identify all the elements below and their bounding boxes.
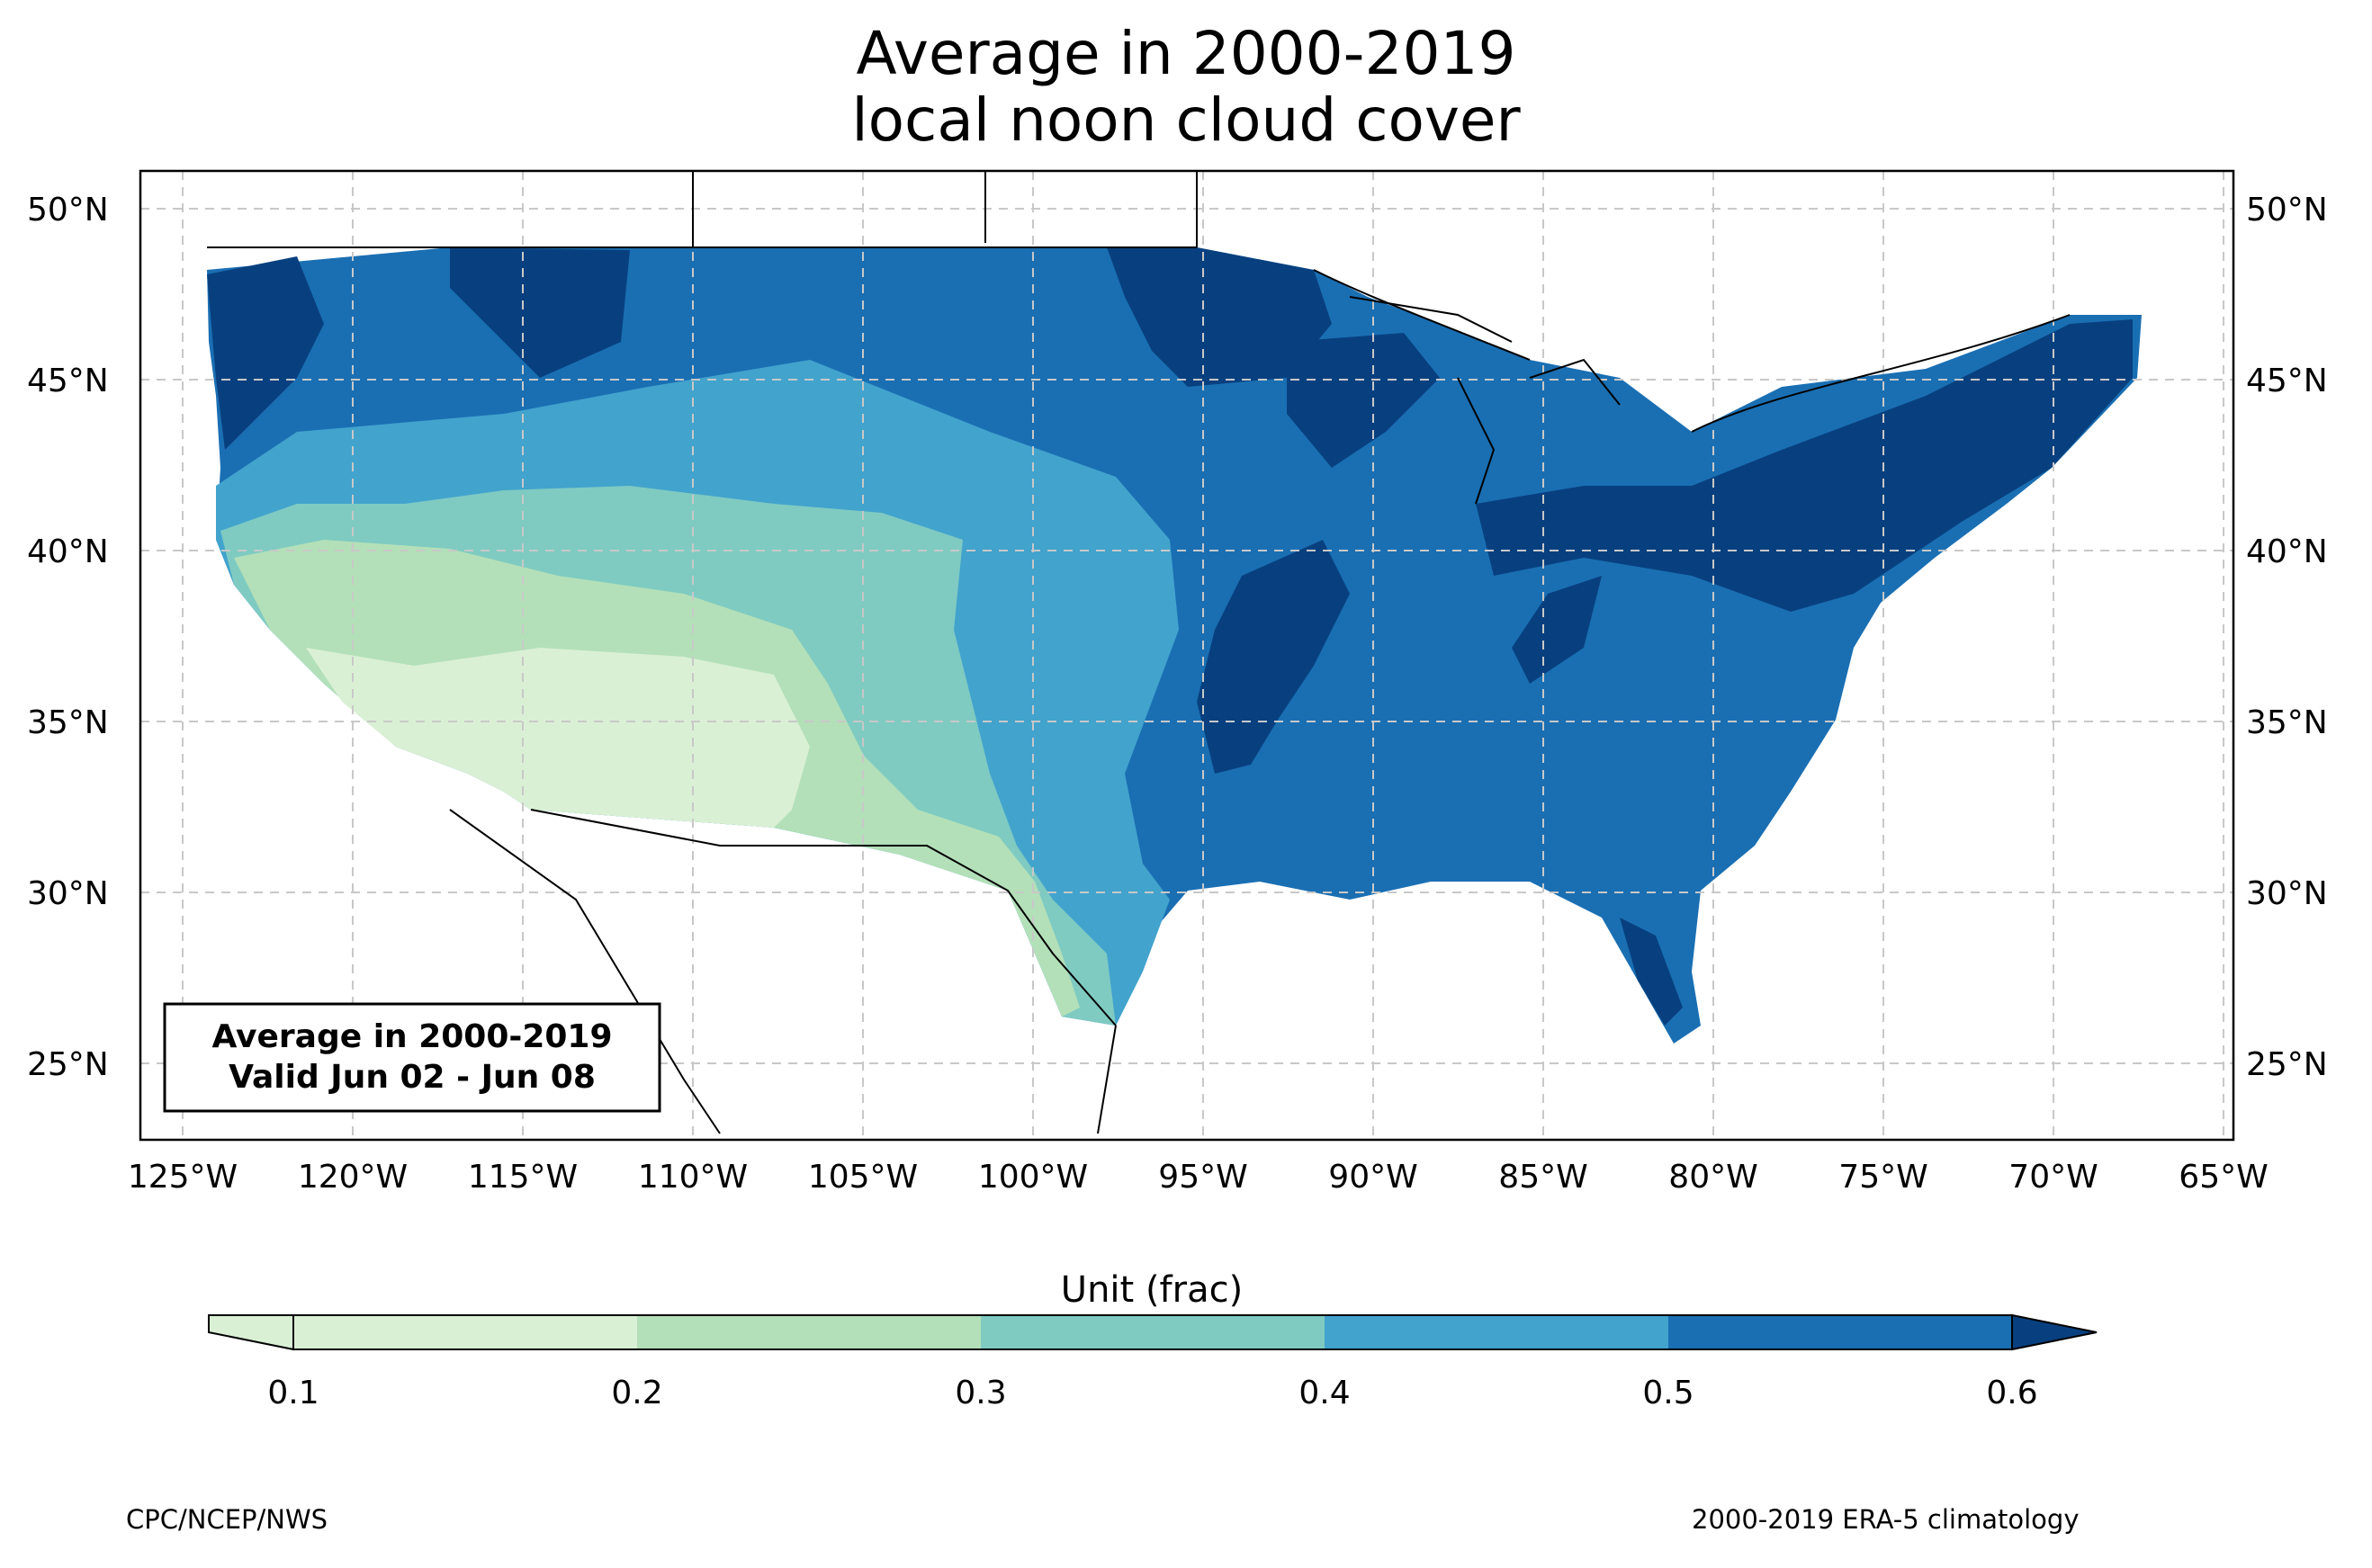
lat-label-right-50: 50°N xyxy=(2246,192,2328,228)
lat-label-right-25: 25°N xyxy=(2246,1046,2328,1083)
lon-label-105: 105°W xyxy=(808,1159,918,1196)
cloud-band-0.1-0.2 xyxy=(306,648,810,828)
colorbar-tick-2: 0.3 xyxy=(955,1375,1006,1411)
credit-left: CPC/NCEP/NWS xyxy=(126,1504,328,1535)
colorbar-segment-3 xyxy=(1325,1315,1668,1349)
info-box-line2: Valid Jun 02 - Jun 08 xyxy=(229,1059,596,1096)
lon-label-95: 95°W xyxy=(1158,1159,1247,1196)
lat-label-35: 35°N xyxy=(27,704,109,741)
colorbar-tick-3: 0.4 xyxy=(1298,1375,1350,1411)
lon-label-120: 120°W xyxy=(298,1159,408,1196)
map-title-line2: local noon cloud cover xyxy=(851,85,1521,155)
lon-label-90: 90°W xyxy=(1328,1159,1417,1196)
map-panel xyxy=(140,171,2233,1140)
colorbar-tick-0: 0.1 xyxy=(267,1375,319,1411)
map-frame xyxy=(139,169,2235,1142)
lon-label-75: 75°W xyxy=(1838,1159,1927,1196)
lon-label-70: 70°W xyxy=(2008,1159,2098,1196)
lat-label-right-45: 45°N xyxy=(2246,363,2328,399)
lon-label-100: 100°W xyxy=(978,1159,1088,1196)
lat-label-right-40: 40°N xyxy=(2246,533,2328,570)
colorbar-segment-1 xyxy=(637,1315,981,1349)
colorbar-tick-1: 0.2 xyxy=(611,1375,662,1411)
lon-label-80: 80°W xyxy=(1668,1159,1757,1196)
colorbar-segment-0 xyxy=(293,1315,637,1349)
colorbar-min-arrow xyxy=(208,1314,294,1351)
info-box: Average in 2000-2019 Valid Jun 02 - Jun … xyxy=(163,1002,661,1113)
lon-label-115: 115°W xyxy=(468,1159,578,1196)
map-borders xyxy=(207,171,2071,1134)
lon-label-65: 65°W xyxy=(2179,1159,2268,1196)
lat-label-45: 45°N xyxy=(27,363,109,399)
credit-right: 2000-2019 ERA-5 climatology xyxy=(1692,1504,2080,1535)
map-title-line1: Average in 2000-2019 xyxy=(856,19,1516,88)
lat-axis: 50°N 45°N 40°N 35°N 30°N 25°N 50°N 45°N … xyxy=(27,192,2328,1083)
lat-label-40: 40°N xyxy=(27,533,109,570)
lon-label-110: 110°W xyxy=(638,1159,748,1196)
colorbar-segment-2 xyxy=(981,1315,1325,1349)
colorbar-tick-4: 0.5 xyxy=(1642,1375,1694,1411)
colorbar-tick-5: 0.6 xyxy=(1986,1375,2037,1411)
lat-label-25: 25°N xyxy=(27,1046,109,1083)
lat-label-50: 50°N xyxy=(27,192,109,228)
lon-axis: 125°W 120°W 115°W 110°W 105°W 100°W 95°W… xyxy=(128,1159,2269,1196)
cloud-band-above-0.6 xyxy=(207,247,2133,1026)
lat-label-right-35: 35°N xyxy=(2246,704,2328,741)
info-box-line1: Average in 2000-2019 xyxy=(211,1018,612,1055)
lat-label-30: 30°N xyxy=(27,875,109,912)
colorbar-segment-4 xyxy=(1668,1315,2012,1349)
colorbar-max-arrow xyxy=(2011,1313,2098,1351)
lon-label-125: 125°W xyxy=(128,1159,238,1196)
colorbar: Unit (frac) 0.1 0.2 0.3 0.4 0.5 0.6 xyxy=(208,1269,2098,1411)
colorbar-label: Unit (frac) xyxy=(1061,1269,1243,1311)
lat-label-right-30: 30°N xyxy=(2246,875,2328,912)
lon-label-85: 85°W xyxy=(1498,1159,1587,1196)
